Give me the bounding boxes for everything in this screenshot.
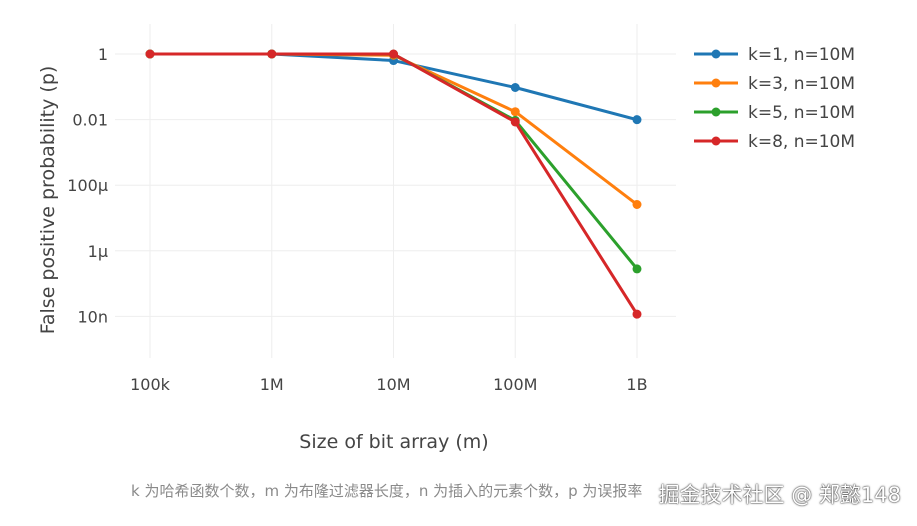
legend-swatch-marker (711, 49, 721, 59)
x-tick-label: 100k (130, 375, 171, 394)
legend-label: k=3, n=10M (748, 74, 855, 94)
legend-item[interactable]: k=1, n=10M (694, 45, 855, 65)
y-axis-title: False positive probability (p) (37, 66, 59, 335)
data-point[interactable] (510, 83, 520, 93)
legend-item[interactable]: k=8, n=10M (694, 132, 855, 152)
legend-label: k=8, n=10M (748, 132, 855, 152)
y-tick-label: 1μ (88, 242, 108, 261)
x-tick-label: 100M (493, 375, 537, 394)
data-point[interactable] (267, 49, 277, 59)
x-axis-title: Size of bit array (m) (299, 431, 488, 453)
legend-label: k=1, n=10M (748, 45, 855, 65)
legend-item[interactable]: k=5, n=10M (694, 103, 855, 123)
data-point[interactable] (632, 115, 642, 125)
figure-caption: k 为哈希函数个数，m 为布隆过滤器长度，n 为插入的元素个数，p 为误报率 (131, 482, 643, 500)
legend-swatch-marker (711, 136, 721, 146)
legend-item[interactable]: k=3, n=10M (694, 74, 855, 94)
y-tick-label: 100μ (67, 176, 108, 195)
legend-swatch-marker (711, 78, 721, 88)
legend[interactable]: k=1, n=10M k=3, n=10M k=5, n=10M k=8, n=10M (694, 45, 855, 152)
y-axis-ticks: 1 0.01 100μ 1μ 10n (67, 45, 108, 326)
x-tick-label: 1M (260, 375, 284, 394)
data-point[interactable] (632, 309, 642, 319)
y-tick-label: 1 (98, 45, 108, 64)
grid (115, 24, 676, 358)
data-point[interactable] (632, 199, 642, 209)
data-point[interactable] (510, 117, 520, 127)
data-point[interactable] (510, 107, 520, 117)
x-tick-label: 1B (626, 375, 647, 394)
x-tick-label: 10M (376, 375, 410, 394)
series-4[interactable] (145, 49, 642, 319)
y-tick-label: 10n (78, 307, 109, 326)
data-point[interactable] (632, 264, 642, 274)
legend-swatch-marker (711, 107, 721, 117)
data-point[interactable] (389, 49, 398, 59)
series-layer (145, 49, 642, 319)
watermark: 掘金技术社区 @ 郑懿148 (658, 483, 901, 507)
x-axis-ticks: 100k 1M 10M 100M 1B (130, 375, 647, 394)
data-point[interactable] (145, 49, 155, 59)
legend-label: k=5, n=10M (748, 103, 855, 123)
y-tick-label: 0.01 (72, 111, 108, 130)
